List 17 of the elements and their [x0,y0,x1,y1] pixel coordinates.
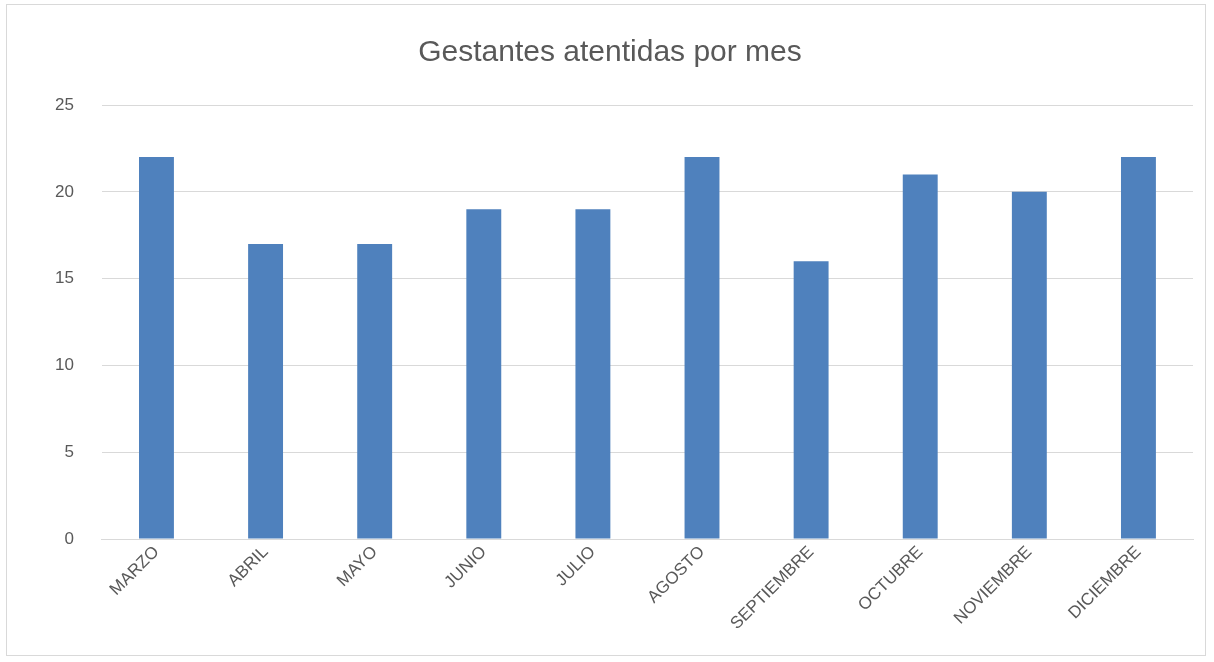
bar [466,209,502,539]
chart-title: Gestantes atentidas por mes [418,34,802,68]
y-tick-label: 20 [54,181,74,201]
bar [793,261,829,539]
y-tick-label: 10 [54,355,74,375]
bar [575,209,611,539]
y-tick-label: 25 [54,94,74,114]
bar [684,157,720,539]
bar [902,174,938,539]
bar [357,243,393,539]
bar [1120,157,1156,539]
bar [1011,191,1047,539]
bar [248,243,284,539]
y-tick-label: 0 [64,528,74,548]
y-tick-label: 15 [54,268,74,288]
y-tick-label: 5 [64,441,74,461]
bar [139,157,174,539]
